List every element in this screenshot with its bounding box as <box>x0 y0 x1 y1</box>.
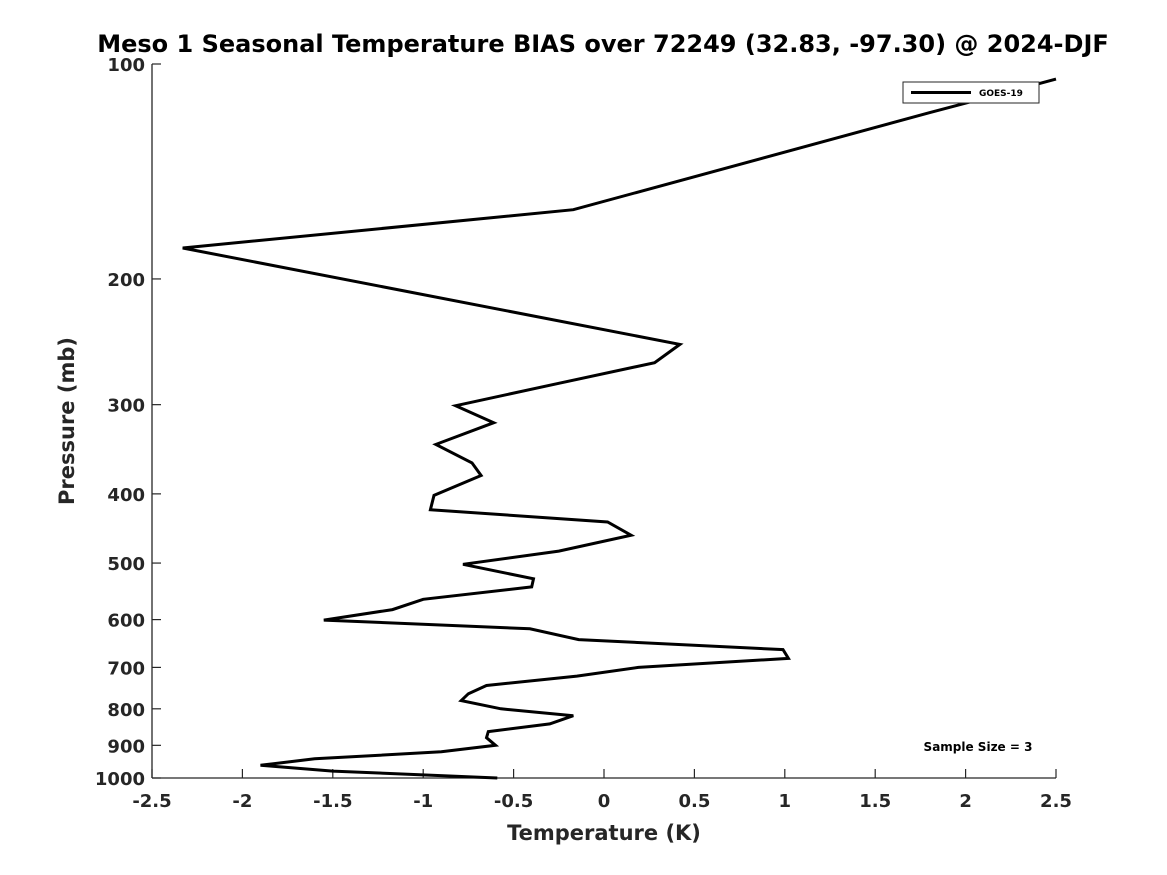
x-tick-label: 1 <box>779 791 792 812</box>
y-tick-label: 100 <box>107 55 145 76</box>
x-tick-label: -2 <box>232 791 252 812</box>
chart-title: Meso 1 Seasonal Temperature BIAS over 72… <box>97 30 1109 58</box>
x-tick-label: 1.5 <box>859 791 891 812</box>
y-tick-label: 900 <box>107 736 145 757</box>
y-tick-label: 1000 <box>95 769 145 790</box>
x-tick-label: -1 <box>413 791 433 812</box>
x-axis-ticks: -2.5 -2 -1.5 -1 -0.5 0 0.5 1 1.5 2 2.5 <box>132 769 1072 812</box>
x-tick-label: -0.5 <box>494 791 533 812</box>
series-layer <box>182 77 1057 780</box>
x-tick-label: 2.5 <box>1040 791 1072 812</box>
legend-label-goes-19: GOES-19 <box>979 89 1023 99</box>
y-tick-label: 300 <box>107 396 145 417</box>
y-tick-label: 700 <box>107 658 145 679</box>
y-tick-label: 600 <box>107 611 145 632</box>
legend: GOES-19 <box>902 81 1040 104</box>
y-tick-label: 400 <box>107 485 145 506</box>
series-line-goes-19 <box>182 77 1057 780</box>
x-tick-label: -1.5 <box>313 791 352 812</box>
y-tick-label: 200 <box>107 270 145 291</box>
x-tick-label: 2 <box>959 791 972 812</box>
y-axis-ticks: 100 200 300 400 500 600 700 800 900 1000 <box>95 55 161 790</box>
x-tick-label: -2.5 <box>132 791 171 812</box>
x-tick-label: 0 <box>598 791 611 812</box>
y-tick-label: 500 <box>107 554 145 575</box>
y-axis-label: Pressure (mb) <box>55 337 79 505</box>
plot-frame <box>152 64 1056 778</box>
x-tick-label: 0.5 <box>678 791 710 812</box>
sample-size-annotation: Sample Size = 3 <box>924 740 1033 754</box>
x-axis-label: Temperature (K) <box>507 821 701 845</box>
plot-area: -2.5 -2 -1.5 -1 -0.5 0 0.5 1 1.5 2 2.5 100 200 300 40… <box>95 55 1072 812</box>
y-tick-label: 800 <box>107 700 145 721</box>
